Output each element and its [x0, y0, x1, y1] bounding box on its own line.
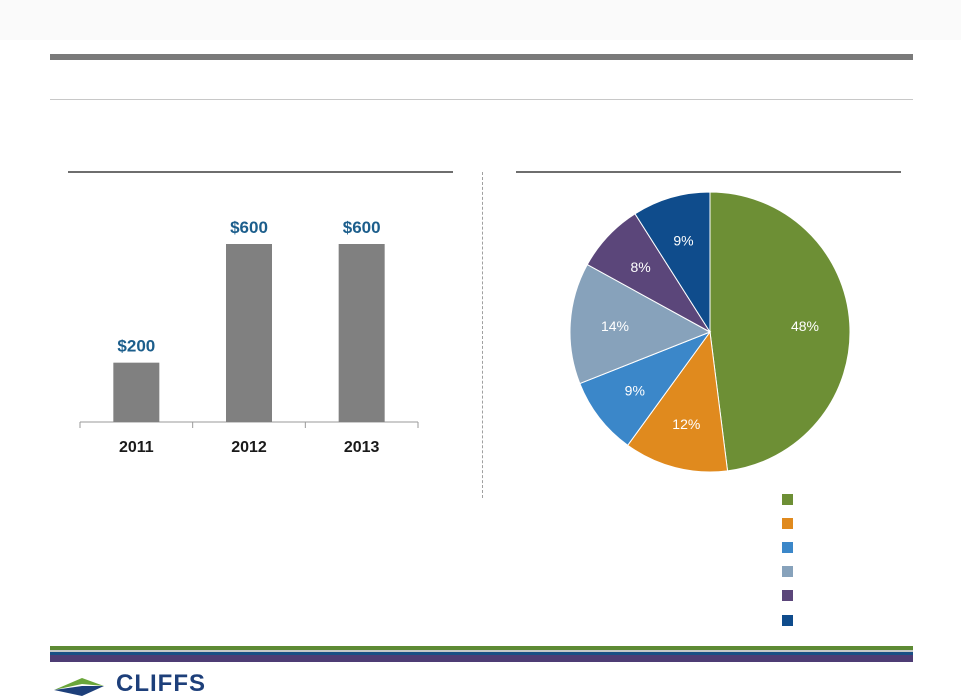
- bar-2011: [113, 362, 160, 422]
- legend-item: [782, 487, 793, 511]
- footer-stripe: [50, 655, 913, 662]
- footer-stripe: [50, 652, 913, 655]
- bar-value-label: $600: [230, 218, 268, 237]
- pie-slice-label: 8%: [630, 259, 650, 275]
- legend-item: [782, 511, 793, 535]
- panel-divider: [482, 172, 483, 498]
- legend-item: [782, 535, 793, 559]
- pie-slice-label: 14%: [601, 318, 629, 334]
- legend-item: [782, 608, 793, 632]
- bar-2012: [226, 244, 272, 422]
- bar-category-label: 2012: [231, 439, 267, 456]
- pie-slice-label: 12%: [672, 416, 700, 432]
- legend-swatch: [782, 541, 793, 553]
- cliffs-logo: CLIFFS: [52, 672, 242, 696]
- pie-slice: [634, 191, 711, 334]
- legend-item: [782, 584, 793, 608]
- pie-legend: [782, 487, 793, 632]
- pie-slice-label: 48%: [791, 318, 819, 334]
- bar-value-label: $600: [343, 218, 381, 237]
- pie-slice: [627, 330, 729, 473]
- bar-2013: [338, 244, 385, 422]
- footer-stripe: [50, 646, 913, 650]
- bar-category-label: 2011: [119, 439, 154, 456]
- cliffs-logo-icon: [54, 678, 104, 696]
- subtitle-rule: [50, 99, 913, 100]
- title-rule: [50, 54, 913, 60]
- pie-panel-rule: [516, 171, 901, 173]
- header-band: [0, 0, 961, 40]
- logo-text: CLIFFS: [116, 670, 206, 697]
- legend-swatch: [782, 566, 793, 578]
- footer-stripe: [50, 650, 913, 652]
- legend-swatch: [782, 517, 793, 529]
- pie-slice-label: 9%: [673, 233, 693, 249]
- pie-slice: [579, 330, 712, 446]
- legend-swatch: [782, 614, 793, 626]
- bar-panel-rule: [68, 171, 453, 173]
- legend-swatch: [782, 590, 793, 602]
- bar-category-label: 2013: [344, 439, 380, 456]
- pie-slice: [569, 263, 712, 385]
- pie-slice-label: 9%: [625, 382, 645, 398]
- legend-swatch: [782, 493, 793, 505]
- pie-slice: [709, 191, 851, 472]
- legend-item: [782, 560, 793, 584]
- bar-value-label: $200: [117, 337, 155, 356]
